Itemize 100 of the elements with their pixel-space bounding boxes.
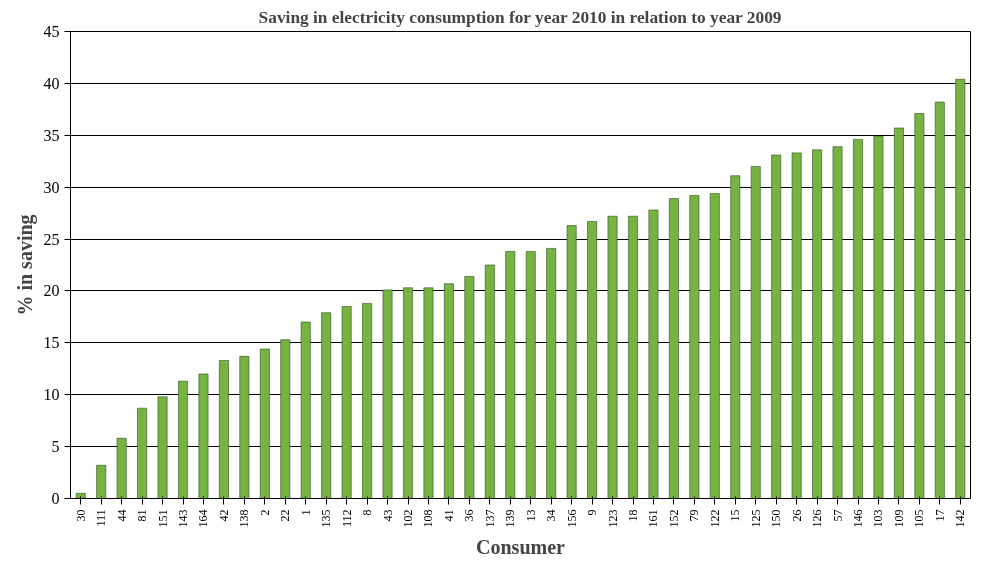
- x-tick-label: 109: [891, 509, 906, 528]
- x-tick-label: 1: [298, 509, 313, 516]
- y-tick-label: 10: [43, 386, 60, 404]
- bar: [934, 101, 945, 499]
- x-tick-label: 151: [155, 509, 170, 528]
- bar: [300, 321, 311, 499]
- chart-title: Saving in electricity consumption for year 2010 in relation to year 2009: [258, 7, 782, 27]
- bar: [484, 264, 495, 499]
- bar: [362, 303, 372, 499]
- bar: [198, 373, 209, 499]
- x-tick-label: 143: [176, 509, 190, 528]
- bar: [853, 139, 863, 499]
- x-tick-label: 150: [769, 509, 784, 528]
- x-tick-label: 123: [605, 509, 620, 528]
- x-tick-label: 81: [135, 509, 150, 522]
- x-tick-label: 125: [748, 509, 763, 528]
- y-tick-label: 20: [43, 282, 60, 300]
- bar: [239, 356, 250, 499]
- bar: [137, 407, 147, 499]
- bar: [648, 209, 659, 499]
- bar: [812, 149, 822, 499]
- y-axis-title: % in saving: [13, 214, 37, 316]
- x-tick-label: 22: [278, 509, 293, 522]
- x-tick-label: 79: [687, 509, 702, 522]
- bar: [505, 251, 516, 499]
- bar: [873, 136, 884, 499]
- bar: [525, 251, 536, 499]
- bar: [914, 113, 925, 499]
- y-tick-label: 15: [43, 334, 60, 352]
- bar: [689, 195, 700, 499]
- x-tick-label: 135: [319, 509, 334, 528]
- x-tick-label: 111: [94, 509, 109, 527]
- y-tick-label: 35: [43, 126, 60, 144]
- x-tick-label: 122: [707, 509, 722, 528]
- x-tick-label: 126: [810, 509, 825, 528]
- bar: [607, 215, 618, 499]
- x-tick-label: 2: [257, 509, 272, 516]
- bar: [566, 225, 577, 499]
- x-tick-label: 105: [912, 509, 927, 528]
- x-tick-label: 9: [585, 509, 600, 516]
- x-tick-label: 18: [626, 509, 640, 522]
- x-tick-label: 112: [339, 509, 354, 528]
- x-tick-label: 139: [503, 509, 518, 528]
- bar: [791, 152, 802, 499]
- x-tick-label: 164: [196, 509, 211, 528]
- bar: [669, 198, 679, 499]
- x-tick-label: 17: [932, 509, 947, 522]
- x-tick-label: 42: [216, 509, 231, 522]
- x-tick-label: 15: [728, 509, 743, 522]
- y-tick-label: 25: [43, 230, 60, 248]
- x-tick-label: 156: [564, 509, 579, 528]
- bar: [628, 215, 638, 499]
- x-tick-label: 146: [851, 509, 865, 528]
- x-tick-label: 8: [360, 509, 375, 516]
- x-tick-label: 152: [666, 509, 681, 528]
- x-tick-label: 142: [953, 509, 968, 528]
- bar: [771, 154, 782, 499]
- bar: [403, 287, 413, 499]
- x-tick-label: 44: [114, 509, 129, 522]
- x-tick-label: 103: [871, 509, 886, 528]
- bar: [321, 312, 332, 499]
- y-tick-label: 0: [51, 490, 60, 507]
- bar: [587, 221, 597, 499]
- bar: [444, 283, 454, 499]
- x-tick-label: 34: [544, 509, 559, 522]
- y-tick-label: 30: [43, 178, 60, 196]
- bar: [259, 348, 270, 499]
- bar: [178, 380, 188, 499]
- y-tick-label: 45: [43, 23, 60, 40]
- bar: [341, 306, 352, 499]
- bar: [382, 289, 393, 499]
- bar: [955, 78, 966, 499]
- x-tick-label: 36: [462, 509, 477, 522]
- x-tick-label: 57: [830, 509, 845, 522]
- x-tick-label: 43: [380, 509, 395, 522]
- y-tick-label: 5: [51, 438, 60, 456]
- x-tick-label: 41: [441, 509, 456, 522]
- bar: [280, 339, 291, 499]
- bar: [423, 287, 434, 499]
- bar: [219, 360, 229, 499]
- bar: [157, 396, 168, 499]
- bar: [464, 276, 475, 499]
- bar: [750, 166, 761, 499]
- bar: [730, 175, 741, 499]
- x-tick-label: 26: [789, 509, 804, 522]
- x-axis-title: Consumer: [476, 535, 566, 558]
- x-tick-label: 138: [237, 509, 252, 528]
- bar: [546, 248, 557, 499]
- bar: [832, 146, 843, 499]
- x-tick-label: 30: [73, 509, 88, 522]
- bar: [75, 493, 86, 499]
- y-tick-label: 40: [43, 74, 60, 92]
- x-tick-label: 13: [523, 509, 538, 522]
- x-tick-label: 108: [421, 509, 436, 528]
- bar: [116, 438, 127, 499]
- bar: [709, 193, 720, 499]
- bar: [894, 127, 904, 499]
- bar: [96, 464, 107, 499]
- x-tick-label: 102: [401, 509, 415, 528]
- x-tick-label: 161: [646, 509, 661, 528]
